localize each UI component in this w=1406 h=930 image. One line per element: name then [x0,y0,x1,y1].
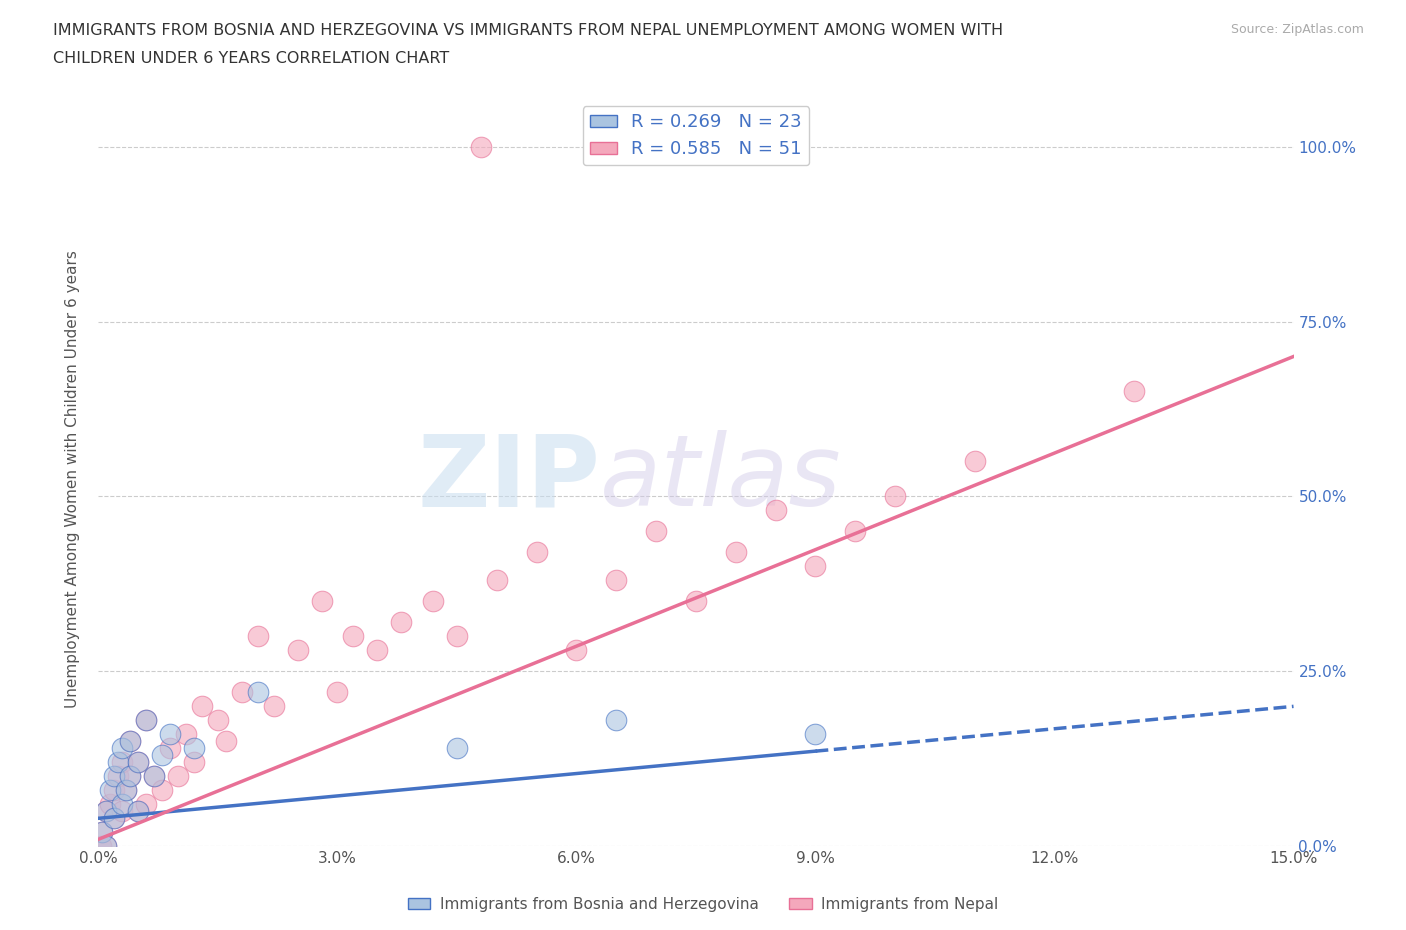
Point [183,755,205,770]
Point [246,684,269,699]
Point [96,839,118,854]
Point [90,839,112,854]
Point [174,727,197,742]
Point [183,741,205,756]
Point [120,734,142,749]
Point [127,804,149,818]
Point [135,797,157,812]
Point [1123,384,1146,399]
Legend: Immigrants from Bosnia and Herzegovina, Immigrants from Nepal: Immigrants from Bosnia and Herzegovina, … [402,891,1004,918]
Point [485,573,508,588]
Point [565,643,588,658]
Point [120,734,142,749]
Point [91,825,114,840]
Point [150,783,173,798]
Point [111,755,134,770]
Point [143,769,166,784]
Point [963,454,986,469]
Point [127,755,149,770]
Point [804,727,827,742]
Point [143,769,166,784]
Point [804,559,827,574]
Point [246,629,269,644]
Point [103,811,125,826]
Point [311,594,333,609]
Point [342,629,364,644]
Point [135,713,157,728]
Point [470,140,492,154]
Point [98,797,122,812]
Point [605,713,627,728]
Point [127,804,149,818]
Point [167,769,190,784]
Point [645,524,668,538]
Point [685,594,707,609]
Point [765,503,787,518]
Point [446,629,468,644]
Text: Source: ZipAtlas.com: Source: ZipAtlas.com [1230,23,1364,36]
Point [135,713,157,728]
Point [103,783,125,798]
Point [96,839,118,854]
Point [231,684,253,699]
Point [159,741,181,756]
Point [446,741,468,756]
Text: ZIP: ZIP [418,431,600,527]
Legend: R = 0.269   N = 23, R = 0.585   N = 51: R = 0.269 N = 23, R = 0.585 N = 51 [582,106,810,166]
Point [605,573,627,588]
Point [91,825,114,840]
Point [103,769,125,784]
Point [191,699,214,714]
Point [120,769,142,784]
Point [111,741,134,756]
Y-axis label: Unemployment Among Women with Children Under 6 years: Unemployment Among Women with Children U… [65,250,80,708]
Point [844,524,866,538]
Point [98,783,122,798]
Point [389,615,412,630]
Point [526,545,548,560]
Point [150,748,173,763]
Text: IMMIGRANTS FROM BOSNIA AND HERZEGOVINA VS IMMIGRANTS FROM NEPAL UNEMPLOYMENT AMO: IMMIGRANTS FROM BOSNIA AND HERZEGOVINA V… [53,23,1004,38]
Point [127,755,149,770]
Point [215,734,238,749]
Point [96,804,118,818]
Point [263,699,285,714]
Point [884,489,907,504]
Point [326,684,349,699]
Point [96,804,118,818]
Point [107,755,129,770]
Point [107,769,129,784]
Text: CHILDREN UNDER 6 YEARS CORRELATION CHART: CHILDREN UNDER 6 YEARS CORRELATION CHART [53,51,450,66]
Point [287,643,309,658]
Point [103,811,125,826]
Point [111,797,134,812]
Point [111,804,134,818]
Point [207,713,229,728]
Point [366,643,388,658]
Point [120,769,142,784]
Point [724,545,747,560]
Point [159,727,181,742]
Point [115,783,138,798]
Point [422,594,444,609]
Text: atlas: atlas [600,431,842,527]
Point [115,783,138,798]
